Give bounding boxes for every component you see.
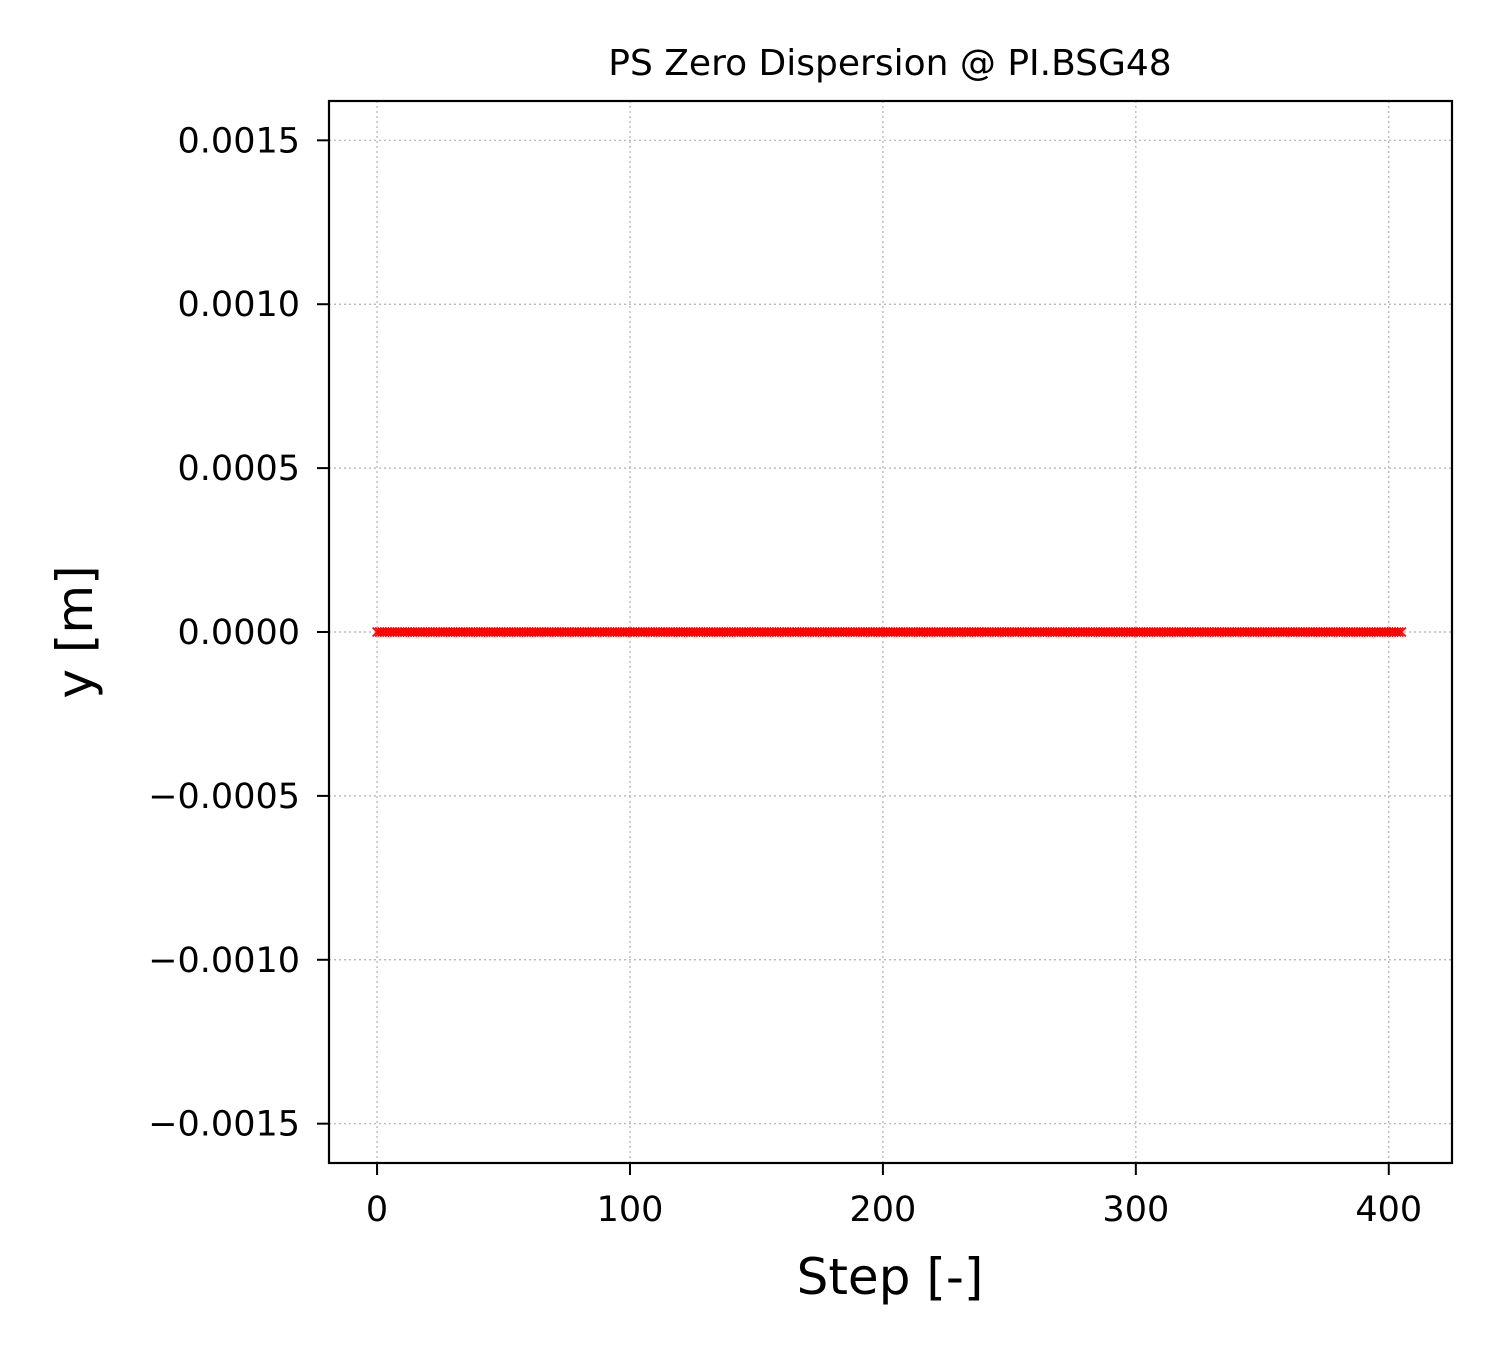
x-tick-label: 200 [850,1190,917,1230]
y-tick-label: 0.0000 [178,613,300,653]
x-tick-label: 0 [366,1190,388,1230]
x-axis-label: Step [-] [797,1248,984,1306]
y-tick-label: 0.0005 [178,449,300,489]
y-tick-label: 0.0015 [178,121,300,161]
x-tick-label: 100 [597,1190,664,1230]
y-axis-label: y [m] [46,565,104,698]
x-axis-ticks: 0 100 200 300 400 [366,1163,1422,1230]
data-series [371,626,1407,638]
x-tick-label: 400 [1355,1190,1422,1230]
chart-title: PS Zero Dispersion @ PI.BSG48 [608,43,1171,84]
x-tick-label: 300 [1102,1190,1169,1230]
y-tick-label: −0.0010 [148,941,300,981]
y-axis-ticks: 0.0015 0.0010 0.0005 0.0000 −0.0005 −0.0010 −0… [148,121,329,1145]
y-tick-label: −0.0015 [148,1105,300,1145]
data-point [1393,626,1404,638]
y-tick-label: −0.0005 [148,777,300,817]
plot-series [371,626,1407,638]
y-tick-label: 0.0010 [178,285,300,325]
data-point [1396,626,1407,638]
